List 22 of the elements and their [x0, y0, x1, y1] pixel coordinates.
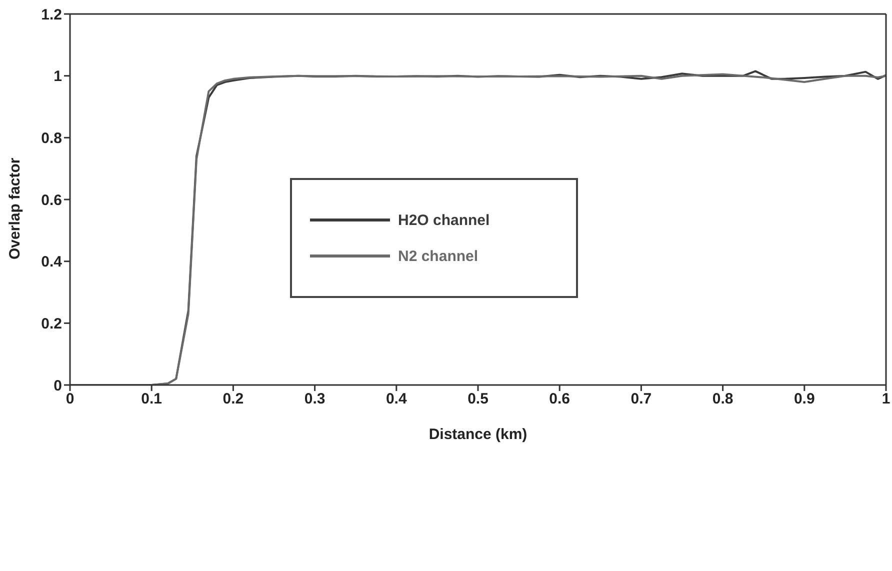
y-tick-label: 0 [54, 377, 62, 394]
y-tick-label: 0.2 [41, 315, 62, 332]
x-axis-title: Distance (km) [428, 426, 528, 443]
x-tick-label: 0.7 [630, 390, 652, 408]
x-tick-label: 0.5 [468, 390, 488, 408]
x-tick-label: 0.8 [712, 390, 734, 408]
x-tick-label: 0.9 [794, 390, 815, 408]
x-tick-label: 1 [882, 390, 890, 408]
text: H2O channel [398, 212, 490, 228]
x-tick-label: 0 [66, 390, 74, 408]
y-tick-label: 0.4 [41, 254, 63, 271]
y-tick-label: 0.6 [41, 192, 62, 209]
x-tick-label: 0.3 [304, 390, 326, 408]
x-tick-label: 0.4 [386, 390, 408, 408]
x-tick-label: 0.1 [141, 390, 162, 408]
y-tick-label: 0.8 [41, 130, 62, 147]
y-tick-label: 1 [54, 68, 62, 86]
y-axis-title: Overlap factor [6, 158, 24, 260]
text: N2 channel [398, 248, 478, 264]
x-tick-label: 0.6 [549, 390, 570, 408]
x-tick-label: 0.2 [222, 390, 244, 408]
y-tick-label: 1.2 [41, 6, 62, 24]
